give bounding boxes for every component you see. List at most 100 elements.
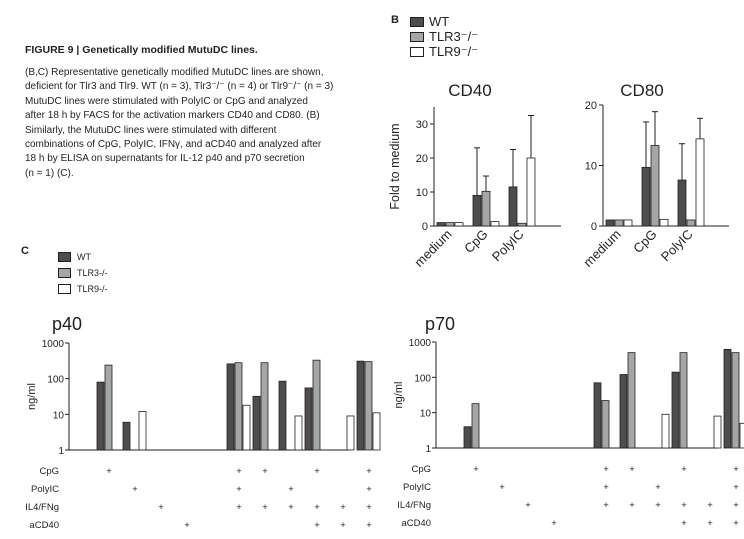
condition-mark: + [629,500,635,511]
bar-wt [472,194,482,227]
legend-label-tlr9: TLR9⁻/⁻ [429,44,479,59]
y-axis-label: ng/ml [393,382,405,409]
legend-swatch-tlr3 [58,268,71,278]
chart-title: CD80 [620,81,663,100]
bar-tlr3 [234,362,243,451]
condition-mark: + [288,484,294,495]
x-tick-label: medium [411,227,454,270]
condition-mark: + [681,464,687,475]
condition-mark: + [340,520,346,531]
bar-tlr3 [364,361,373,451]
bar-tlr3 [731,352,740,449]
x-tick-label: PolyIC [489,227,527,265]
condition-mark: + [525,500,531,511]
legend-c-tlr3: TLR3-/- [58,265,108,281]
bar-wt [619,374,628,449]
bar-tlr3 [260,362,269,451]
legend-label-tlr3: TLR3⁻/⁻ [429,29,479,44]
legend-label-wt: WT [429,14,450,29]
legend-b-wt: WT [410,14,478,29]
bar-wt [278,380,287,451]
condition-mark: + [314,466,320,477]
panel-label-c: C [21,245,29,257]
bar-tlr9 [372,412,381,451]
condition-mark: + [184,520,190,531]
condition-label: PolyIC [31,484,59,495]
bar-tlr9 [739,422,744,449]
y-tick-label: 1000 [42,339,65,350]
condition-mark: + [681,500,687,511]
bar-tlr3 [471,403,480,449]
y-tick-label: 100 [414,373,431,384]
condition-label: IL4/FNg [397,500,431,511]
bar-wt [96,381,105,451]
condition-mark: + [707,500,713,511]
bar-tlr9 [294,415,303,451]
bar-tlr3 [627,352,636,449]
y-tick-label: 10 [53,410,65,421]
bar-wt [436,222,446,227]
legend-b-tlr9: TLR9⁻/⁻ [410,44,478,59]
bar-wt [356,360,365,451]
bar-wt [605,219,615,227]
condition-mark: + [262,466,268,477]
legend-swatch-wt [58,252,71,262]
condition-mark: + [733,500,739,511]
bar-tlr3 [650,145,660,227]
condition-mark: + [106,466,112,477]
bar-tlr9 [623,219,633,227]
condition-mark: + [340,502,346,513]
condition-mark: + [655,500,661,511]
legend-swatch-tlr9 [58,284,71,294]
bar-tlr9 [695,138,705,227]
legend-c-tlr9: TLR9-/- [58,281,108,297]
y-tick-label: 10 [420,409,432,420]
y-tick-label: 20 [585,100,597,112]
x-tick-label: CpG [630,227,660,257]
condition-mark: + [551,518,557,529]
y-tick-label: 0 [591,221,597,233]
caption-line: combinations of CpG, PolyIC, IFNγ, and a… [25,139,322,151]
bar-tlr3 [104,364,113,451]
legend-label-tlr3: TLR3-/- [77,268,108,278]
condition-mark: + [132,484,138,495]
bar-tlr3 [601,400,610,449]
caption-line: 18 h by ELISA on supernatants for IL-12 … [25,153,305,165]
condition-mark: + [603,464,609,475]
condition-mark: + [499,482,505,493]
y-tick-label: 100 [47,375,64,386]
condition-mark: + [366,466,372,477]
legend-b-tlr3: TLR3⁻/⁻ [410,29,478,44]
condition-mark: + [629,464,635,475]
caption-line: deficient for Tlr3 and Tlr9. WT (n = 3),… [25,81,334,93]
x-tick-label: CpG [461,227,491,257]
bar-tlr3 [481,190,491,227]
condition-label: aCD40 [29,520,59,531]
condition-label: IL4/FNg [25,502,59,513]
caption-line: (n = 1) (C). [25,167,74,179]
chart-title: p70 [425,314,455,334]
legend-label-tlr9: TLR9-/- [77,284,108,294]
condition-mark: + [262,502,268,513]
x-tick-label: PolyIC [658,227,696,265]
y-tick-label: 1 [58,446,64,457]
y-axis-label: Fold to medium [388,123,402,209]
y-tick-label: 10 [416,187,428,199]
legend-c-wt: WT [58,249,108,265]
legend-b: WT TLR3⁻/⁻ TLR9⁻/⁻ [410,14,478,59]
bar-tlr3 [614,219,624,227]
bar-wt [463,426,472,449]
bar-tlr3 [517,222,527,227]
bar-wt [677,179,687,227]
bar-tlr9 [713,415,722,449]
bar-tlr9 [526,157,536,227]
condition-mark: + [236,484,242,495]
condition-label: PolyIC [403,482,431,493]
condition-mark: + [236,502,242,513]
condition-mark: + [314,520,320,531]
bar-wt [252,395,261,451]
y-tick-label: 0 [422,221,428,233]
bar-wt [226,363,235,451]
figure-caption: (B,C) Representative genetically modifie… [25,66,377,181]
chart-title: p40 [52,314,82,334]
